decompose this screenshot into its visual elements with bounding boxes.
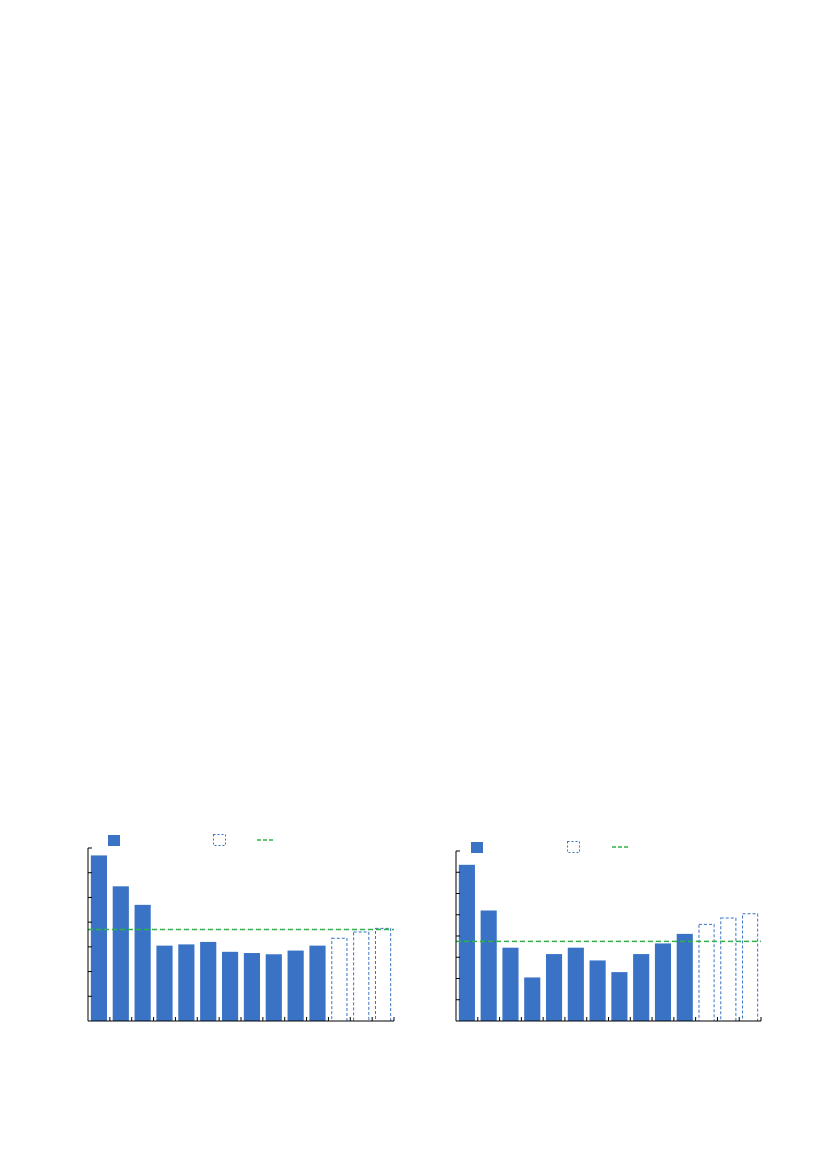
- legend-swatch-actual: [471, 842, 483, 853]
- bar-actual: [221, 951, 239, 1021]
- bar-actual: [112, 886, 129, 1021]
- bar-actual: [309, 945, 326, 1021]
- bar-actual: [287, 950, 304, 1021]
- bar-actual: [654, 943, 672, 1021]
- bar-actual: [200, 941, 217, 1021]
- bar-actual: [502, 947, 519, 1021]
- bar-actual: [458, 864, 475, 1021]
- bar-actual: [611, 972, 628, 1021]
- bar-actual: [545, 954, 563, 1021]
- bar-actual: [633, 954, 650, 1021]
- bar-actual: [524, 977, 541, 1021]
- legend-swatch-projected: [567, 841, 580, 853]
- bar-actual: [243, 953, 261, 1021]
- bar-actual: [589, 960, 606, 1021]
- bar-actual: [90, 855, 108, 1021]
- bar-actual: [480, 910, 497, 1021]
- bar-actual: [156, 945, 173, 1021]
- bar-projected: [742, 913, 759, 1022]
- legend-swatch-actual: [108, 835, 120, 846]
- bar-actual: [567, 947, 584, 1021]
- bar-actual: [134, 904, 151, 1021]
- bar-projected: [698, 923, 715, 1022]
- bar-actual: [676, 933, 693, 1021]
- bar-projected: [720, 917, 737, 1022]
- bar-actual: [265, 954, 282, 1021]
- bar-actual: [178, 944, 195, 1021]
- legend-swatch-projected: [213, 834, 226, 846]
